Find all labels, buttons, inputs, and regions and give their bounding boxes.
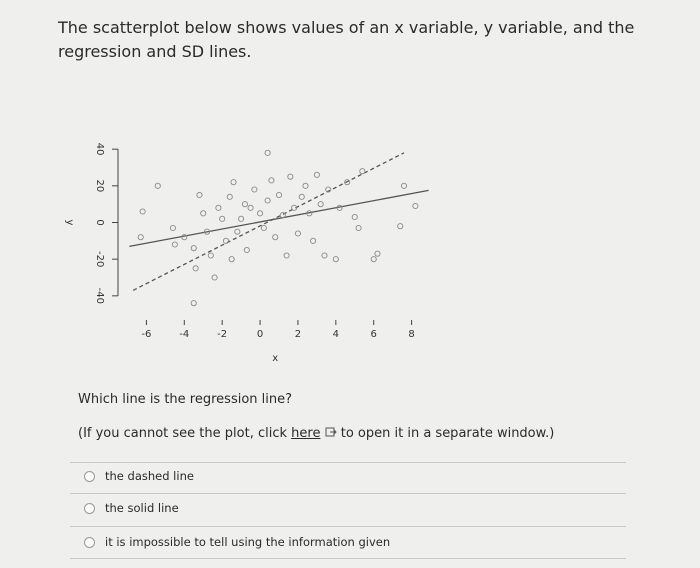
point: [215, 204, 222, 211]
dashed-line: [132, 152, 405, 291]
y-tick-label: -20: [94, 251, 105, 267]
point: [137, 234, 144, 241]
point: [190, 245, 197, 252]
point: [412, 202, 419, 210]
point: [196, 191, 203, 199]
x-tick-label: 4: [333, 329, 339, 340]
point: [336, 204, 343, 211]
point: [264, 197, 271, 204]
y-tick-label: -40: [94, 288, 105, 304]
y-tick-label: 0: [94, 219, 105, 225]
point: [294, 230, 301, 237]
radio[interactable]: [84, 470, 95, 482]
window-icon: [325, 427, 337, 437]
point: [222, 237, 230, 244]
point: [298, 193, 305, 200]
point: [181, 234, 188, 241]
point: [203, 228, 211, 235]
point: [228, 256, 235, 263]
point: [325, 186, 332, 193]
note-after: to open it in a separate window.): [340, 426, 555, 441]
point: [400, 182, 408, 189]
point: [272, 234, 279, 241]
point: [154, 182, 161, 189]
point: [243, 246, 250, 254]
x-tick-label: 2: [295, 329, 301, 340]
separator: [70, 462, 626, 463]
point: [260, 224, 267, 232]
point: [355, 224, 362, 232]
option[interactable]: the solid line: [84, 501, 179, 515]
separator: [70, 493, 626, 494]
point: [251, 186, 258, 193]
point: [226, 193, 233, 200]
note: (If you cannot see the plot, click here …: [78, 426, 554, 441]
option-label: the dashed line: [105, 469, 194, 483]
point: [190, 300, 197, 307]
point: [247, 204, 254, 211]
point: [359, 168, 366, 175]
x-tick-label: 6: [371, 329, 377, 340]
point: [234, 228, 241, 235]
point: [374, 250, 381, 257]
x-tick-label: -6: [141, 329, 151, 340]
point: [169, 224, 176, 232]
point: [211, 274, 218, 281]
y-tick-label: 40: [94, 143, 105, 156]
x-axis-label: x: [272, 353, 278, 364]
point: [207, 252, 214, 259]
y-axis-label: y: [64, 220, 75, 226]
separator: [70, 526, 626, 527]
radio[interactable]: [84, 536, 95, 548]
point: [344, 179, 351, 186]
point: [171, 241, 178, 248]
x-tick-label: 0: [257, 329, 263, 340]
x-tick-label: -4: [179, 329, 189, 340]
point: [317, 201, 324, 208]
x-tick-label: -2: [217, 329, 227, 340]
point: [238, 215, 245, 222]
point: [241, 201, 248, 208]
option[interactable]: the dashed line: [84, 469, 194, 483]
solid-line: [129, 189, 429, 247]
point: [397, 223, 404, 230]
point: [257, 210, 264, 217]
y-tick-label: 20: [94, 179, 105, 192]
intro-text: The scatterplot below shows values of an…: [58, 18, 635, 61]
option[interactable]: it is impossible to tell using the infor…: [84, 535, 390, 549]
point: [192, 265, 199, 272]
point: [321, 252, 328, 259]
separator: [70, 558, 626, 559]
point: [200, 210, 207, 217]
option-label: it is impossible to tell using the infor…: [105, 535, 391, 549]
point: [219, 215, 226, 222]
here-link[interactable]: here: [291, 426, 321, 441]
point: [283, 252, 290, 259]
point: [306, 210, 313, 217]
point: [291, 204, 298, 211]
point: [351, 213, 358, 221]
point: [268, 177, 275, 184]
point: [332, 256, 339, 263]
point: [264, 149, 271, 156]
note-before: (If you cannot see the plot, click: [78, 426, 288, 441]
point: [310, 237, 317, 244]
point: [313, 171, 320, 178]
point: [230, 179, 237, 186]
radio[interactable]: [84, 502, 95, 514]
point: [139, 208, 146, 215]
point: [302, 182, 309, 189]
point: [279, 212, 286, 219]
question: Which line is the regression line?: [78, 392, 293, 407]
option-label: the solid line: [105, 501, 179, 515]
point: [275, 191, 283, 199]
x-tick-label: 8: [408, 329, 414, 340]
point: [370, 256, 377, 263]
point: [287, 173, 294, 180]
